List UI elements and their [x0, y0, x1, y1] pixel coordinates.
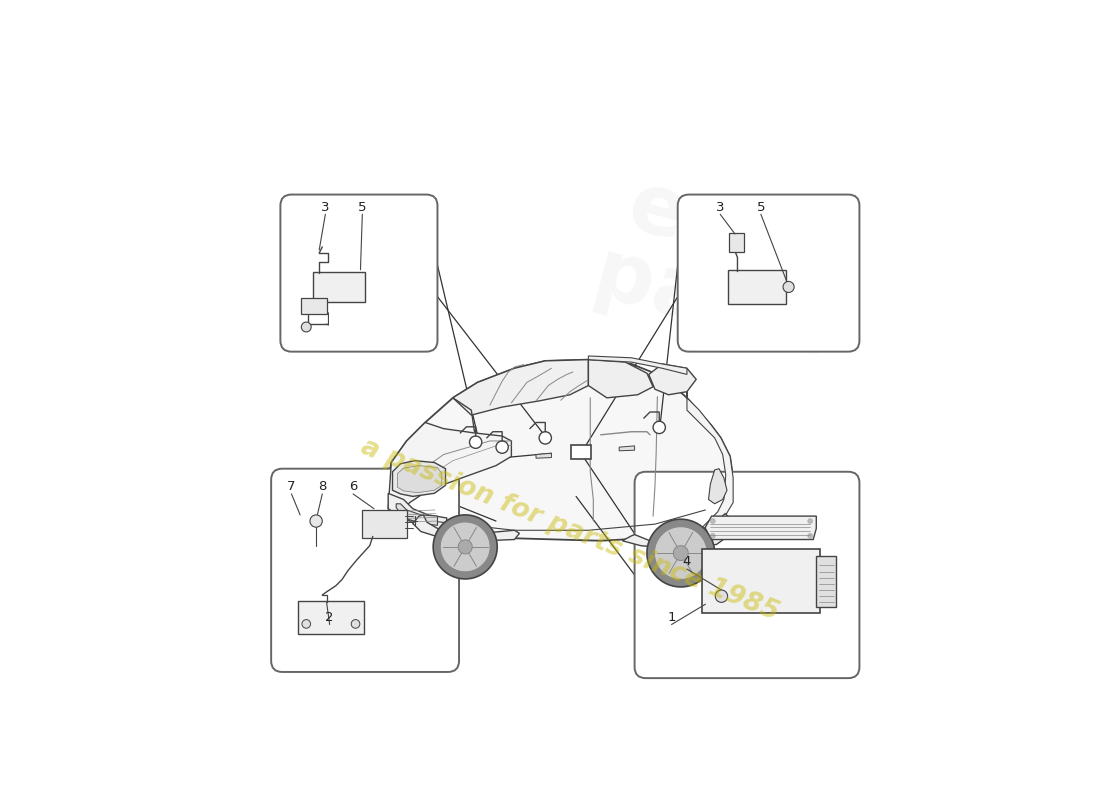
Circle shape — [470, 436, 482, 448]
Text: 4: 4 — [683, 555, 691, 568]
FancyBboxPatch shape — [571, 445, 591, 459]
Circle shape — [711, 518, 715, 523]
Polygon shape — [397, 466, 442, 493]
Polygon shape — [686, 392, 733, 530]
FancyBboxPatch shape — [635, 472, 859, 678]
Circle shape — [539, 432, 551, 444]
Circle shape — [301, 619, 310, 628]
Polygon shape — [708, 469, 727, 504]
Polygon shape — [388, 360, 733, 541]
Polygon shape — [388, 494, 447, 530]
Text: 8: 8 — [318, 480, 327, 494]
Text: 7: 7 — [287, 480, 296, 494]
FancyBboxPatch shape — [298, 601, 363, 634]
Polygon shape — [388, 422, 512, 515]
Polygon shape — [623, 514, 733, 549]
FancyBboxPatch shape — [816, 555, 836, 607]
Text: 1: 1 — [668, 611, 675, 624]
FancyBboxPatch shape — [729, 233, 744, 253]
Polygon shape — [588, 356, 686, 374]
Polygon shape — [619, 446, 635, 451]
Text: 6: 6 — [349, 480, 358, 494]
Polygon shape — [433, 515, 497, 579]
FancyBboxPatch shape — [300, 298, 327, 314]
FancyBboxPatch shape — [362, 510, 407, 538]
Polygon shape — [705, 516, 816, 539]
Polygon shape — [654, 526, 707, 579]
Polygon shape — [649, 364, 696, 394]
Polygon shape — [440, 522, 491, 572]
Circle shape — [783, 282, 794, 293]
Polygon shape — [412, 515, 519, 541]
FancyBboxPatch shape — [727, 270, 785, 303]
FancyBboxPatch shape — [678, 194, 859, 352]
Polygon shape — [536, 454, 551, 458]
Text: 3: 3 — [716, 201, 725, 214]
Circle shape — [807, 534, 813, 538]
FancyBboxPatch shape — [280, 194, 438, 352]
Text: euro
parts: euro parts — [584, 162, 864, 375]
Polygon shape — [459, 540, 472, 554]
Polygon shape — [393, 461, 446, 496]
Circle shape — [301, 322, 311, 332]
Polygon shape — [673, 546, 689, 561]
Polygon shape — [647, 519, 715, 587]
FancyBboxPatch shape — [314, 271, 365, 302]
Circle shape — [653, 422, 666, 434]
Circle shape — [807, 518, 813, 523]
Polygon shape — [396, 504, 438, 526]
Text: a passion for parts since 1985: a passion for parts since 1985 — [358, 434, 783, 626]
Polygon shape — [588, 360, 653, 398]
Text: 3: 3 — [321, 201, 330, 214]
Text: 5: 5 — [359, 201, 366, 214]
Circle shape — [310, 515, 322, 527]
Text: 2: 2 — [326, 611, 334, 624]
Text: 5: 5 — [757, 201, 766, 214]
Circle shape — [711, 534, 715, 538]
Circle shape — [351, 619, 360, 628]
Polygon shape — [453, 360, 588, 415]
FancyBboxPatch shape — [702, 550, 820, 614]
Circle shape — [715, 590, 727, 602]
Circle shape — [496, 441, 508, 454]
FancyBboxPatch shape — [271, 469, 459, 672]
